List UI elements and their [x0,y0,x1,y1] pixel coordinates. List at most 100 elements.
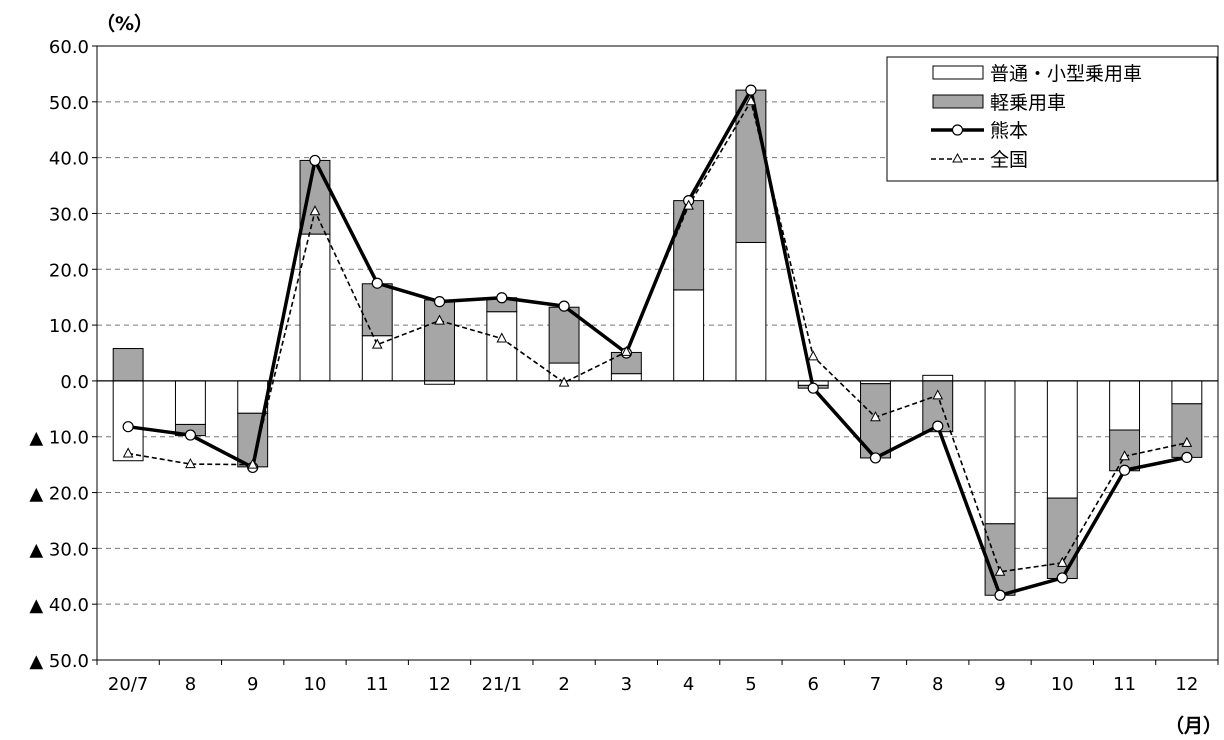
y-tick-label: ▲ 50.0 [29,651,89,672]
x-tick-label: 10 [1051,674,1074,695]
legend-marker-kumamoto [951,124,964,136]
y-tick-label: ▲ 10.0 [29,428,89,449]
lines [122,84,1193,601]
x-tick-label: 4 [683,674,694,695]
y-tick-label: 60.0 [49,37,89,58]
point-zenkoku [434,314,445,325]
point-zenkoku [1181,436,1193,447]
point-kumamoto [932,420,944,432]
bar-kei [984,523,1016,596]
x-tick-label: 6 [807,674,818,695]
bar-normal [735,241,767,382]
bar-kei [1171,403,1203,458]
x-unit-label: （月） [1165,714,1222,737]
point-zenkoku [1056,556,1068,567]
legend-swatch-normal [932,65,984,80]
point-zenkoku [558,376,570,387]
point-kumamoto [433,296,446,308]
axes [92,45,1219,665]
y-tick-label: ▲ 40.0 [29,595,89,616]
line-zenkoku [128,100,1188,573]
bar-normal [1171,380,1203,405]
tick-labels: 60.0 50.0 40.0 30.0 20.0 10.0 0.0 ▲ 10.0 ▲ 20.0 ▲… [29,37,1198,695]
x-tick-label: 11 [1113,674,1136,695]
point-kumamoto [184,429,197,441]
bar-normal [984,380,1016,525]
legend-label-normal: 普通・小型乗用車 [990,63,1142,85]
y-unit-label: （%） [96,12,153,35]
legend-swatch-kei [932,94,984,109]
x-tick-label: 20/7 [108,674,148,695]
point-zenkoku [496,332,508,343]
y-tick-label: 0.0 [60,372,89,393]
point-zenkoku [1119,450,1130,461]
point-kumamoto [122,421,134,433]
x-tick-label: 5 [745,674,756,695]
point-kumamoto [807,382,819,394]
point-kumamoto [1056,572,1068,584]
x-tick-label: 9 [247,674,258,695]
point-zenkoku [309,205,321,216]
x-tick-label: 2 [558,674,569,695]
x-tick-label: 8 [932,674,943,695]
bars [112,89,1203,596]
bar-kei [361,283,393,337]
y-tick-label: 30.0 [49,204,89,225]
x-tick-label: 11 [366,674,389,695]
x-tick-label: 12 [1175,674,1198,695]
y-tick-label: 20.0 [49,260,89,281]
bar-normal [1046,380,1078,499]
x-tick-label: 7 [870,674,881,695]
gridlines [97,101,1218,605]
point-zenkoku [621,345,632,356]
bar-normal [610,373,642,382]
point-kumamoto [496,292,508,304]
point-zenkoku [807,350,819,361]
bar-kei [548,306,580,364]
point-zenkoku [870,411,881,422]
bar-kei [735,89,767,243]
y-tick-label: 50.0 [49,93,89,114]
point-zenkoku [371,338,383,349]
point-kumamoto [309,154,321,167]
legend-label-kumamoto: 熊本 [990,120,1028,142]
point-zenkoku [185,458,196,469]
bar-normal [673,289,705,382]
y-tick-label: 10.0 [49,316,89,337]
legend-label-zenkoku: 全国 [990,149,1028,171]
legend-marker-zenkoku [952,152,963,163]
legend: 普通・小型乗用車 軽乗用車 熊本 全国 [886,56,1218,182]
x-tick-label: 8 [185,674,196,695]
bar-kei [673,200,705,291]
point-zenkoku [932,389,944,400]
point-kumamoto [558,300,570,312]
x-tick-label: 3 [621,674,632,695]
x-tick-label: 10 [304,674,327,695]
bar-normal [922,374,954,382]
y-tick-label: ▲ 20.0 [29,484,89,505]
point-zenkoku [122,447,134,458]
bar-normal [1109,380,1141,431]
bar-kei [112,348,144,382]
point-kumamoto [994,589,1006,601]
point-kumamoto [371,277,383,289]
bar-kei [299,159,331,235]
x-tick-label: 12 [428,674,451,695]
y-tick-label: ▲ 30.0 [29,539,89,560]
x-tick-label: 9 [994,674,1005,695]
point-zenkoku [745,95,757,106]
bar-normal [174,380,206,425]
y-tick-label: 40.0 [49,149,89,170]
point-kumamoto [1181,451,1193,463]
point-kumamoto [745,84,757,96]
x-tick-label: 21/1 [482,674,522,695]
bar-kei [424,299,455,382]
point-kumamoto [869,452,882,464]
bar-normal [486,311,518,382]
point-kumamoto [1118,464,1131,476]
legend-label-kei: 軽乗用車 [990,92,1066,114]
point-zenkoku [683,199,694,210]
point-zenkoku [994,565,1006,576]
point-zenkoku [247,458,259,469]
